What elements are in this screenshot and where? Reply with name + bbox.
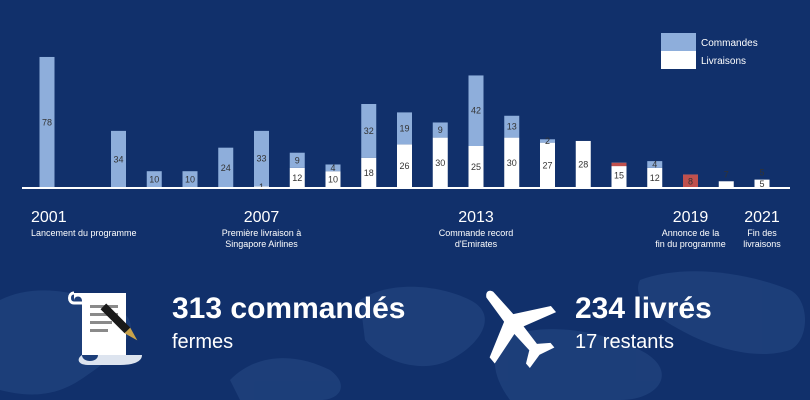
- milestone-text-2007-0: Première livraison à: [222, 228, 302, 238]
- label-livraisons-2014: 30: [507, 158, 517, 168]
- label-commandes-2009: 4: [330, 163, 335, 173]
- bar-livraisons-2018: [647, 167, 663, 188]
- label-commandes-2003: 34: [113, 154, 123, 164]
- label-livraisons-2018: 12: [650, 173, 660, 183]
- bar-commandes-2015: [540, 139, 555, 143]
- label-commandes-2001: 78: [42, 117, 52, 127]
- label-livraisons-2009: 10: [328, 175, 338, 185]
- bar-commandes-2007: [254, 130, 269, 187]
- deliveries-stat: 234 livrés 17 restants: [575, 292, 712, 354]
- milestone-text-2021-1: livraisons: [743, 239, 781, 249]
- milestone-text-2001-0: Lancement du programme: [31, 228, 137, 238]
- legend-swatch-commandes: [661, 33, 696, 51]
- label-livraisons-2016: 28: [578, 159, 588, 169]
- bar-livraisons-2010: [361, 157, 377, 188]
- bar-livraisons-2012: [432, 137, 448, 188]
- label-livraisons-2013: 25: [471, 162, 481, 172]
- milestone-text-2019-1: fin du programme: [655, 239, 726, 249]
- bar-commandes-2010: [361, 104, 377, 158]
- legend-swatch-livraisons: [661, 51, 696, 69]
- chart-legend: Commandes Livraisons: [661, 33, 758, 69]
- bar-livraisons-2011: [397, 144, 412, 188]
- label-commandes-2013: 42: [471, 106, 481, 116]
- milestone-year-2019: 2019: [673, 209, 709, 226]
- milestone-text-2021-0: Fin des: [747, 228, 777, 238]
- bar-commandes-2011: [397, 112, 412, 145]
- label-commandes-2012: 9: [438, 125, 443, 135]
- chart-bars: 7834101024133129104183226193092542301327…: [39, 56, 770, 192]
- label-livraisons-2010: 18: [364, 168, 374, 178]
- bar-livraisons-2014: [504, 137, 520, 188]
- label-extra-2020: 7: [724, 169, 729, 179]
- bar-livraisons-2015: [540, 142, 555, 188]
- legend-label-commandes: Commandes: [701, 38, 758, 49]
- contract-scroll-pen-icon: [68, 291, 142, 365]
- milestone-text-2013-0: Commande record: [439, 228, 514, 238]
- label-livraisons-2021: 5: [759, 179, 764, 189]
- bar-commandes-2004: [146, 171, 162, 188]
- deliveries-count: 234 livrés: [575, 292, 712, 325]
- label-commandes-2015: 2: [545, 136, 550, 146]
- milestone-year-2001: 2001: [31, 209, 67, 226]
- label-livraisons-2017: 15: [614, 170, 624, 180]
- label-livraisons-2019: 8: [688, 176, 693, 186]
- bar-livraisons-2016: [575, 140, 591, 188]
- bar-commandes-negative-2017: [611, 162, 627, 167]
- bar-livraisons-2013: [468, 146, 484, 188]
- bar-livraisons-2008: [289, 167, 305, 188]
- label-commandes-2014: 13: [507, 122, 517, 132]
- milestone-year-2013: 2013: [458, 209, 494, 226]
- bar-livraisons-2021: [754, 179, 770, 188]
- chart-milestones: 2001 Lancement du programme 2007 Première l…: [31, 209, 781, 249]
- milestone-text-2019-0: Annonce de la: [662, 228, 720, 238]
- milestone-year-2007: 2007: [244, 209, 280, 226]
- label-livraisons-2008: 12: [292, 173, 302, 183]
- bar-commandes-negative-2019: [683, 174, 698, 188]
- bar-commandes-2018: [647, 161, 663, 168]
- bar-livraisons-2009: [325, 171, 341, 188]
- label-commandes-2005: 10: [185, 175, 195, 185]
- label-livraisons-2012: 30: [435, 158, 445, 168]
- milestone-text-2013-1: d'Emirates: [455, 239, 498, 249]
- deliveries-remaining: 17 restants: [575, 331, 674, 353]
- bar-commandes-2012: [432, 122, 448, 138]
- label-commandes-2010: 32: [364, 126, 374, 136]
- airplane-icon: [486, 290, 557, 369]
- bar-commandes-2006: [218, 147, 234, 188]
- legend-label-livraisons: Livraisons: [701, 56, 746, 67]
- bar-commandes-2013: [468, 75, 484, 146]
- label-commandes-2004: 10: [149, 175, 159, 185]
- label-extra-2021: 5: [759, 168, 764, 178]
- label-commandes-2008: 9: [295, 155, 300, 165]
- orders-stat: 313 commandés fermes: [172, 292, 405, 354]
- orders-subtitle: fermes: [172, 331, 234, 353]
- orders-count: 313 commandés: [172, 292, 406, 325]
- bar-commandes-2001: [39, 56, 55, 189]
- label-commandes-2007: 33: [256, 154, 266, 164]
- bar-livraisons-2020: [718, 181, 734, 188]
- bar-commandes-2009: [325, 164, 341, 172]
- milestone-text-2007-1: Singapore Airlines: [225, 239, 298, 249]
- label-livraisons-2011: 26: [399, 161, 409, 171]
- bar-commandes-2014: [504, 115, 520, 138]
- label-commandes-2018: 4: [652, 159, 657, 169]
- label-commandes-2006: 24: [221, 163, 231, 173]
- label-commandes-2011: 19: [399, 123, 409, 133]
- bar-livraisons-2017: [611, 162, 627, 188]
- milestone-year-2021: 2021: [744, 209, 780, 226]
- bar-commandes-2003: [111, 130, 126, 188]
- label-livraisons-2015: 27: [542, 160, 552, 170]
- bar-commandes-2005: [182, 171, 198, 188]
- bar-commandes-2008: [289, 152, 305, 168]
- orders-deliveries-chart: 7834101024133129104183226193092542301327…: [22, 33, 790, 249]
